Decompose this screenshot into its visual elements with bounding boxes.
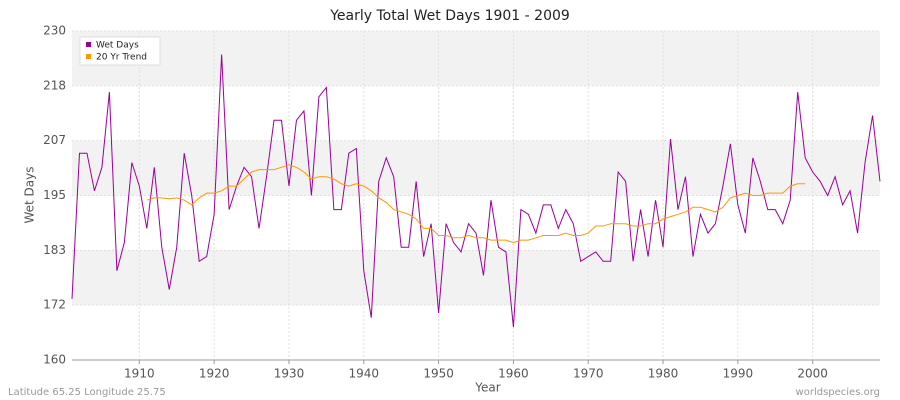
legend-swatch <box>86 54 91 59</box>
source-right: worldspecies.org <box>796 387 880 398</box>
x-tick-label: 1940 <box>349 367 380 381</box>
y-tick-label: 207 <box>43 133 66 147</box>
x-tick-label: 1980 <box>648 367 679 381</box>
series-line <box>146 164 806 244</box>
x-tick-label: 1990 <box>723 367 754 381</box>
y-tick-label: 172 <box>43 298 66 312</box>
legend-swatch <box>86 42 91 47</box>
legend-label: 20 Yr Trend <box>96 53 147 63</box>
x-tick-label: 1970 <box>573 367 604 381</box>
chart-title: Yearly Total Wet Days 1901 - 2009 <box>329 8 570 24</box>
y-tick-label: 183 <box>43 243 66 257</box>
series-line <box>71 54 881 328</box>
y-tick-label: 195 <box>43 188 66 202</box>
legend-box <box>79 36 161 66</box>
x-tick-label: 1930 <box>274 367 305 381</box>
x-tick-label: 1960 <box>498 367 529 381</box>
x-tick-label: 2000 <box>797 367 828 381</box>
x-tick-label: 1910 <box>124 367 155 381</box>
grid-band <box>72 31 880 86</box>
x-tick-label: 1950 <box>423 367 454 381</box>
y-tick-label: 218 <box>43 78 66 92</box>
grid-band <box>72 250 880 306</box>
x-axis-label: Year <box>474 381 500 395</box>
legend-label: Wet Days <box>96 41 139 51</box>
y-tick-label: 160 <box>43 353 66 367</box>
y-tick-label: 230 <box>43 24 66 38</box>
source-left: Latitude 65.25 Longitude 25.75 <box>8 387 166 398</box>
x-tick-label: 1920 <box>199 367 230 381</box>
grid-band <box>72 140 880 196</box>
y-axis-label: Wet Days <box>23 166 37 223</box>
